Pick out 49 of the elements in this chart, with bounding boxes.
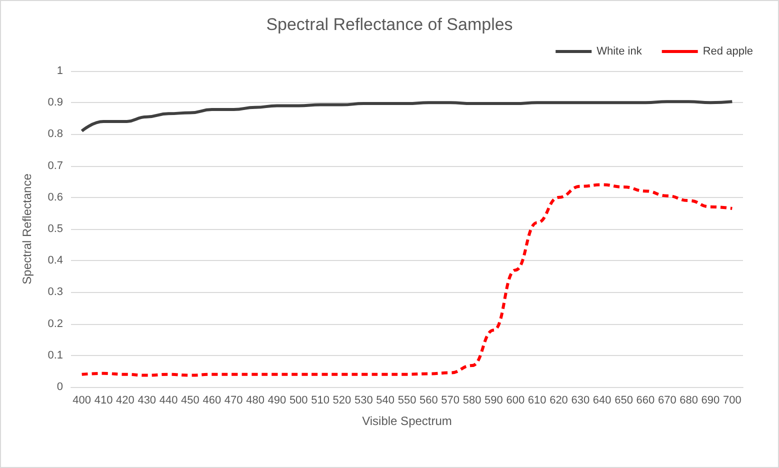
y-tick-label: 0.1	[48, 349, 63, 362]
x-tick-label: 410	[94, 394, 113, 406]
x-tick-label: 450	[181, 394, 200, 406]
x-tick-label: 580	[462, 394, 482, 406]
x-tick-label: 700	[722, 394, 742, 406]
x-tick-label: 430	[138, 394, 156, 406]
chart-title: Spectral Reflectance of Samples	[266, 15, 513, 34]
x-tick-label: 610	[528, 394, 546, 406]
x-tick-label: 600	[506, 394, 525, 406]
x-tick-label: 640	[592, 394, 612, 406]
y-tick-label: 0	[56, 381, 63, 393]
x-tick-label: 510	[311, 394, 330, 406]
x-tick-label: 470	[224, 394, 243, 406]
x-tick-label: 540	[376, 394, 394, 406]
x-tick-label: 460	[202, 394, 222, 406]
x-tick-label: 680	[680, 394, 698, 406]
x-tick-label: 690	[701, 394, 720, 406]
x-tick-label: 550	[398, 394, 416, 406]
x-axis-title: Visible Spectrum	[362, 414, 452, 428]
line-series	[80, 183, 734, 377]
line-series	[80, 100, 734, 133]
legend-label: Red apple	[702, 46, 754, 58]
x-tick-label: 520	[332, 394, 352, 406]
x-tick-label: 650	[614, 394, 633, 406]
y-tick-label: 0.4	[48, 254, 63, 267]
x-tick-label: 400	[72, 394, 92, 406]
x-tick-label: 500	[289, 394, 308, 406]
x-tick-label: 490	[268, 394, 286, 406]
y-tick-label: 0.6	[48, 191, 63, 204]
x-tick-label: 420	[116, 394, 134, 406]
x-tick-label: 560	[420, 394, 438, 406]
y-tick-label: 0.5	[48, 223, 63, 235]
y-axis-title: Spectral Reflectance	[20, 173, 34, 284]
y-tick-label: 0.2	[48, 318, 63, 330]
y-tick-label: 0.8	[48, 128, 63, 140]
x-tick-label: 630	[571, 394, 590, 406]
x-tick-label: 620	[550, 394, 568, 406]
x-tick-label: 570	[441, 394, 460, 406]
legend-label: White ink	[596, 46, 642, 58]
x-tick-label: 480	[246, 394, 264, 406]
x-tick-label: 590	[484, 394, 503, 406]
x-tick-label: 660	[636, 394, 655, 406]
y-tick-label: 0.3	[48, 286, 63, 298]
x-tick-label: 440	[159, 394, 178, 406]
x-tick-label: 670	[658, 394, 676, 406]
y-tick-label: 0.9	[48, 96, 63, 109]
x-tick-label: 530	[354, 394, 373, 406]
y-tick-label: 0.7	[48, 160, 63, 172]
y-tick-label: 1	[56, 65, 63, 77]
